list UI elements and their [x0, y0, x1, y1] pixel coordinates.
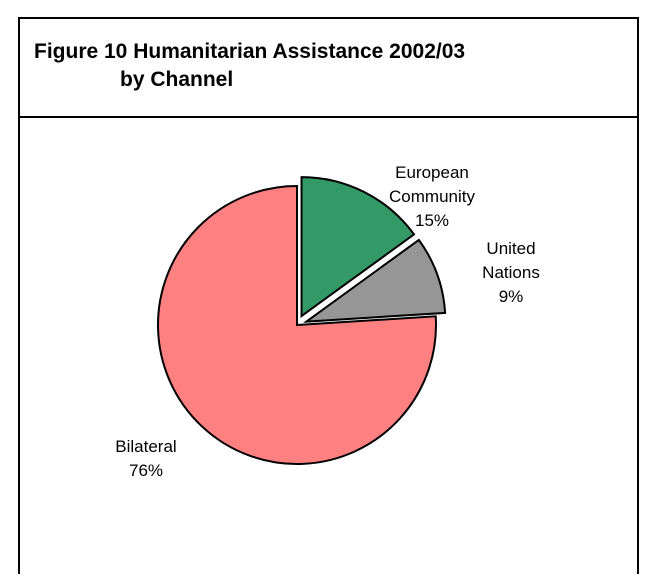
slice-label-bilateral: Bilateral 76% [115, 437, 176, 480]
chart-frame: Figure 10 Humanitarian Assistance 2002/0… [18, 17, 639, 574]
slice-label-united-nations: United Nations 9% [482, 239, 540, 306]
pie-labels: European Community 15%United Nations 9% Bilat… [115, 163, 540, 480]
pie-slices [157, 176, 447, 465]
slice-label-european-community: European Community 15% [389, 163, 475, 230]
title-box: Figure 10 Humanitarian Assistance 2002/0… [20, 19, 637, 118]
pie-slice-european-community [300, 176, 416, 319]
chart-title-line-2: by Channel [120, 68, 234, 91]
pie-slice-bilateral [157, 184, 437, 465]
pie-slice-united-nations [303, 238, 447, 323]
chart-title-line-1: Figure 10 Humanitarian Assistance 2002/0… [34, 40, 466, 63]
